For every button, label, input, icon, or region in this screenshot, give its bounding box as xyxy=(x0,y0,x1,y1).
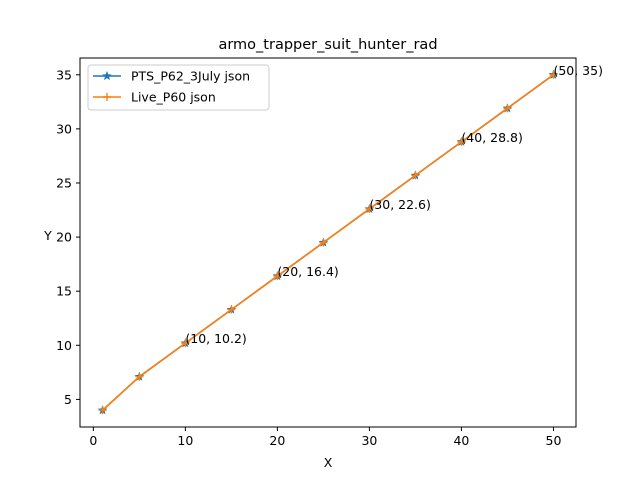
data-label: (10, 10.2) xyxy=(185,331,246,346)
data-point xyxy=(273,272,282,281)
legend-marker xyxy=(103,93,111,101)
data-point xyxy=(227,305,236,314)
data-label: (20, 16.4) xyxy=(277,264,338,279)
data-label: (50, 35) xyxy=(553,63,603,78)
legend-box xyxy=(87,64,270,111)
data-point xyxy=(365,204,374,213)
y-tick-label: 25 xyxy=(56,175,72,190)
plot-frame xyxy=(79,57,577,428)
legend-item-label: PTS_P62_3July json xyxy=(131,69,250,84)
data-point xyxy=(503,104,512,113)
data-point xyxy=(98,406,107,415)
data-point xyxy=(549,70,558,79)
series-line-1 xyxy=(102,74,554,411)
data-label: (40, 28.8) xyxy=(461,130,522,145)
data-point xyxy=(411,171,420,180)
x-tick-label: 50 xyxy=(546,433,562,448)
data-point xyxy=(181,339,190,348)
x-axis-label: X xyxy=(324,455,333,470)
y-tick-label: 35 xyxy=(56,67,72,82)
series-2 xyxy=(98,70,558,415)
chart-title: armo_trapper_suit_hunter_rad xyxy=(218,37,437,53)
y-tick-label: 30 xyxy=(56,121,72,136)
x-tick-label: 30 xyxy=(361,433,377,448)
x-tick-label: 10 xyxy=(177,433,193,448)
legend-item-label: Live_P60 json xyxy=(131,90,216,105)
data-point xyxy=(457,137,466,146)
x-tick-label: 40 xyxy=(453,433,469,448)
y-tick-label: 10 xyxy=(56,338,72,353)
series-line-2 xyxy=(102,74,554,411)
data-point xyxy=(135,372,144,381)
y-tick-label: 5 xyxy=(64,392,72,407)
legend-marker xyxy=(102,70,112,81)
legend: PTS_P62_3July json Live_P60 json xyxy=(87,64,270,111)
y-axis-label: Y xyxy=(43,228,52,243)
data-point xyxy=(319,238,328,247)
y-tick-label: 15 xyxy=(56,284,72,299)
x-tick-label: 20 xyxy=(269,433,285,448)
x-tick-label: 0 xyxy=(89,433,97,448)
data-label: (30, 22.6) xyxy=(369,197,430,212)
y-tick-label: 20 xyxy=(56,230,72,245)
